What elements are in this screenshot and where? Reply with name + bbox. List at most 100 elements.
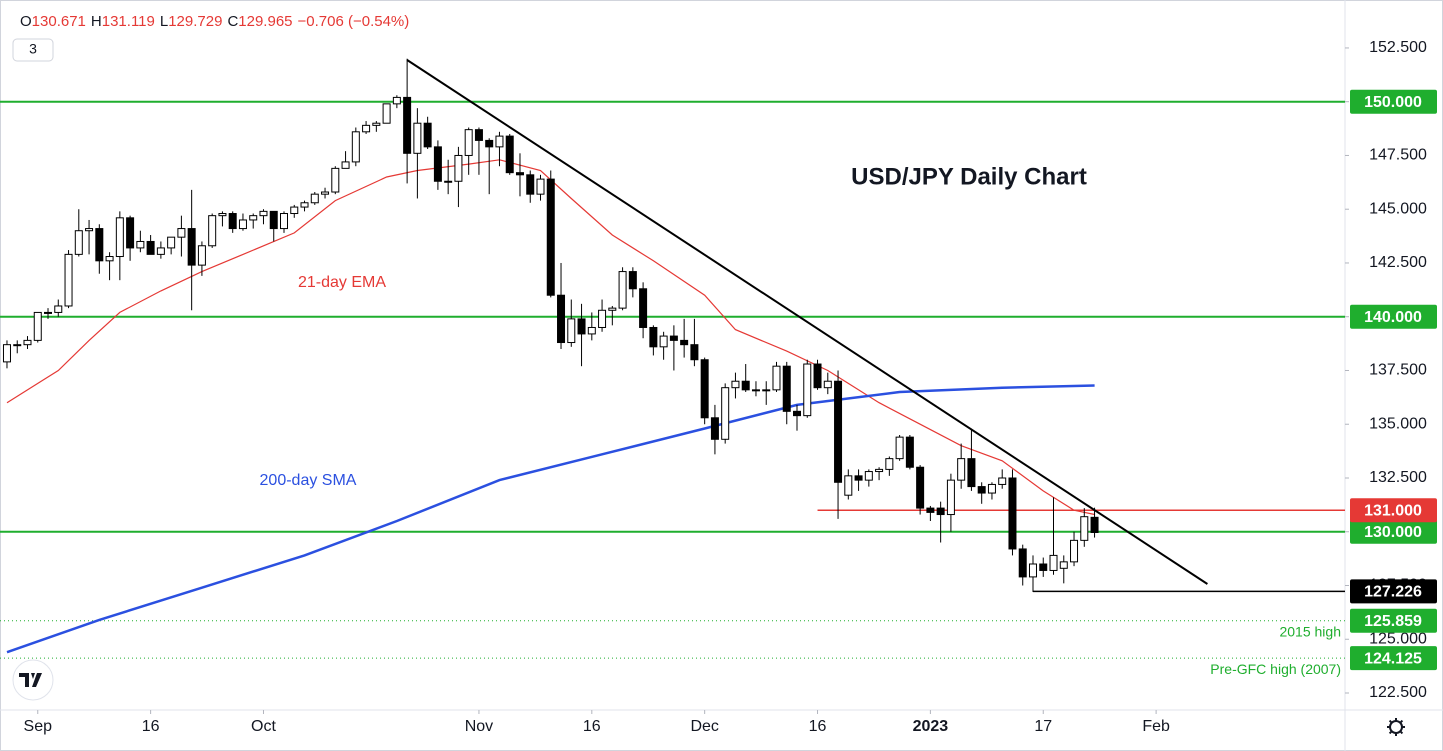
- candle-body: [95, 228, 104, 262]
- candle-body: [834, 380, 843, 483]
- tv-logo: [12, 659, 54, 701]
- candle-body: [105, 256, 114, 262]
- candle-body: [167, 236, 176, 249]
- candle-body: [741, 380, 750, 391]
- candle-body: [690, 344, 699, 361]
- candle-body: [577, 318, 586, 335]
- ohlc-part: L: [160, 13, 168, 30]
- candle-body: [444, 180, 453, 183]
- candle-body: [967, 458, 976, 488]
- x-tick-label: Oct: [251, 718, 276, 735]
- candle-body: [905, 436, 914, 468]
- ohlc-part: 129.729: [168, 13, 222, 30]
- candle-body: [351, 131, 360, 163]
- x-tick-label: Feb: [1142, 718, 1170, 735]
- candle-body: [341, 161, 350, 169]
- candle-body: [659, 335, 668, 348]
- level-price-label: 150.000: [1364, 94, 1422, 111]
- candle-body: [526, 174, 535, 195]
- candle-body: [228, 213, 237, 230]
- candle-body: [197, 245, 206, 266]
- candle-body: [1049, 554, 1058, 571]
- level-price-label: 124.125: [1364, 650, 1422, 667]
- x-tick-label: Nov: [465, 718, 493, 735]
- level-price-label: 125.859: [1364, 613, 1422, 630]
- candle-body: [946, 479, 955, 516]
- ohlc-part: 129.965: [238, 13, 292, 30]
- candle-body: [23, 339, 32, 346]
- x-tick-label: 17: [1034, 718, 1052, 735]
- candle-body: [639, 288, 648, 328]
- candle-body: [977, 486, 986, 494]
- candle-body: [2, 344, 11, 363]
- candle-body: [454, 154, 463, 182]
- level-price-box: [1350, 304, 1437, 329]
- x-tick-label: 16: [142, 718, 160, 735]
- candle-body: [700, 359, 709, 419]
- candle-body: [126, 217, 135, 249]
- y-tick-label: 122.500: [1369, 684, 1427, 701]
- candle-body: [372, 122, 381, 126]
- candle-body: [598, 309, 607, 328]
- y-tick-label: 135.000: [1369, 415, 1427, 432]
- candle-body: [957, 458, 966, 481]
- candle-body: [362, 124, 371, 133]
- x-tick-label: 2023: [913, 718, 949, 735]
- ohlc-part: 130.671: [32, 13, 86, 30]
- candle-body: [936, 507, 945, 516]
- candle-body: [998, 477, 1007, 485]
- candle-body: [587, 326, 596, 335]
- candle-body: [280, 213, 289, 230]
- ohlc-part: C: [227, 13, 238, 30]
- candle-body: [44, 311, 53, 314]
- candle-body: [115, 217, 124, 258]
- candle-body: [751, 389, 760, 392]
- candle-body: [628, 271, 637, 290]
- badge: 3: [29, 41, 37, 57]
- candle-body: [895, 436, 904, 460]
- candle-body: [669, 335, 678, 341]
- y-tick-label: 132.500: [1369, 469, 1427, 486]
- candle-body: [485, 139, 494, 148]
- candle-body: [823, 380, 832, 389]
- candle-body: [557, 294, 566, 344]
- candle-body: [413, 122, 422, 154]
- level-price-box: [1350, 579, 1437, 604]
- candle-body: [392, 96, 401, 105]
- candle-body: [813, 363, 822, 389]
- level-price-box: [1350, 498, 1437, 523]
- level-price-label: 127.226: [1364, 584, 1422, 601]
- candle-body: [259, 210, 268, 217]
- candle-body: [515, 172, 524, 176]
- candle-body: [649, 326, 658, 348]
- candle-body: [731, 380, 740, 389]
- badge-box[interactable]: [12, 38, 54, 62]
- candle-body: [208, 215, 217, 247]
- candle-body: [1090, 516, 1099, 534]
- candle-body: [987, 483, 996, 494]
- candle-body: [310, 193, 319, 204]
- level-price-box: [1350, 608, 1437, 633]
- candle-body: [495, 135, 504, 148]
- candle-body: [926, 507, 935, 513]
- candle-body: [177, 228, 186, 238]
- y-tick-label: 137.500: [1369, 362, 1427, 379]
- candle-body: [33, 311, 42, 341]
- candle-body: [423, 122, 432, 148]
- candle-body: [680, 339, 689, 346]
- y-tick-label: 145.000: [1369, 200, 1427, 217]
- candle-body: [403, 96, 412, 154]
- candle-body: [762, 389, 771, 392]
- candle-body: [1070, 539, 1079, 563]
- candle-body: [54, 305, 63, 313]
- settings-gear[interactable]: [1387, 718, 1405, 736]
- candle-body: [875, 468, 884, 473]
- candle-body: [1059, 561, 1068, 569]
- x-tick-label: Dec: [690, 718, 718, 735]
- candle-body: [74, 230, 83, 255]
- candle-body: [321, 191, 330, 195]
- x-tick-label: 16: [583, 718, 601, 735]
- candle-body: [1018, 548, 1027, 578]
